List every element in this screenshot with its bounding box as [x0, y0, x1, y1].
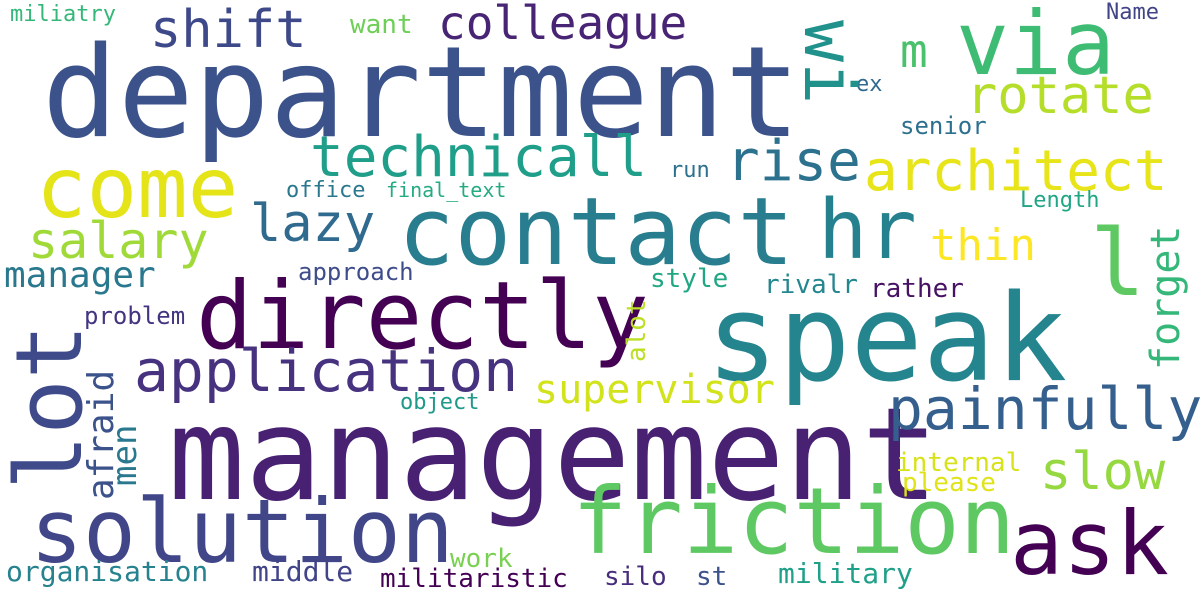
word-ask: ask [1010, 492, 1169, 595]
word-shift: shift [150, 0, 307, 60]
word-solution: solution [30, 480, 454, 583]
word-miliatry: miliatry [10, 2, 116, 27]
word-military: military [778, 557, 913, 590]
word-architect: architect [864, 139, 1168, 204]
word-Length: Length [1020, 188, 1100, 213]
word-l: l [1090, 210, 1146, 317]
word-ex: ex [856, 72, 883, 97]
word-directly: directly [196, 262, 649, 371]
word-work: work [450, 544, 513, 574]
word-department: department [42, 19, 801, 166]
word-alot: alot [622, 299, 652, 362]
word-style: style [650, 264, 729, 294]
word-m: m [900, 24, 928, 78]
word-approach: approach [298, 258, 414, 286]
word-contact: contact [398, 178, 795, 287]
word-supervisor: supervisor [534, 367, 775, 413]
word-office: office [286, 178, 366, 203]
word-senior: senior [900, 112, 987, 140]
word-forget: forget [1143, 225, 1189, 371]
word-want: want [350, 10, 413, 40]
word-run: run [670, 158, 710, 183]
word-come: come [36, 139, 239, 237]
word-technicall: technicall [310, 125, 648, 190]
word-painfully: painfully [888, 375, 1200, 443]
word-middle: middle [252, 555, 354, 588]
word-militaristic: militaristic [380, 564, 568, 594]
word-colleague: colleague [438, 0, 688, 50]
word-problem: problem [84, 302, 186, 330]
word-internal: internal [896, 448, 1022, 478]
word-rather: rather [870, 274, 964, 304]
word-management: management [168, 381, 939, 530]
word-men: men [105, 424, 145, 486]
word-slow: slow [1040, 442, 1166, 502]
word-silo: silo [604, 562, 667, 592]
word-wi: wi [788, 20, 870, 105]
word-organisation: organisation [6, 555, 209, 588]
word-hr: hr [818, 183, 917, 278]
word-via: via [956, 0, 1115, 95]
word-friction: friction [572, 468, 1016, 575]
word-salary: salary [28, 212, 209, 270]
word-speak: speak [706, 270, 1068, 409]
word-final-text: final_text [386, 178, 507, 202]
word-rivalr: rivalr [764, 270, 858, 300]
word-manager: manager [4, 255, 156, 296]
word-st: st [696, 562, 728, 592]
word-rise: rise [726, 129, 861, 194]
word-object: object [400, 390, 480, 415]
word-rotate: rotate [966, 66, 1154, 126]
word-please: please [902, 468, 996, 498]
word-thin: thin [930, 220, 1036, 271]
word-application: application [134, 337, 519, 405]
word-Name: Name [1106, 0, 1159, 25]
word-lazy: lazy [250, 194, 376, 254]
